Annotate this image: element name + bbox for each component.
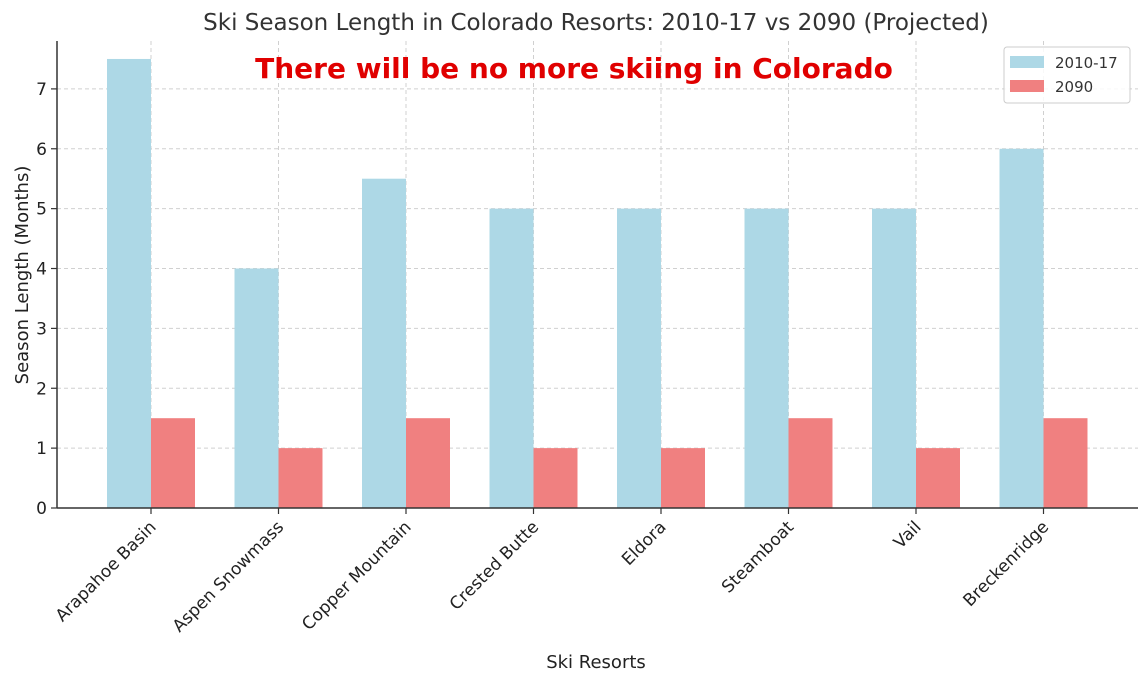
x-tick-label: Crested Butte	[446, 517, 543, 614]
axes	[51, 41, 1138, 514]
y-axis-label: Season Length (Months)	[12, 166, 33, 385]
legend-label: 2010-17	[1055, 54, 1118, 72]
x-axis-label: Ski Resorts	[546, 652, 646, 673]
y-tick-label: 5	[36, 200, 47, 220]
legend: 2010-17 2090	[1003, 46, 1131, 104]
legend-swatch	[1010, 80, 1044, 92]
bar-2090-vail	[916, 448, 960, 508]
grid-lines	[57, 41, 1138, 508]
x-tick-labels: Arapahoe Basin Aspen Snowmass Copper Mount…	[52, 517, 1053, 636]
x-tick-label: Breckenridge	[959, 517, 1053, 611]
y-tick-label: 3	[36, 319, 47, 339]
x-tick-label: Arapahoe Basin	[52, 517, 161, 626]
bar-2090-breckenridge	[1043, 418, 1088, 508]
x-tick-label: Vail	[890, 517, 925, 552]
legend-label: 2090	[1055, 78, 1093, 96]
y-tick-label: 1	[36, 439, 47, 459]
x-tick-label: Aspen Snowmass	[169, 517, 288, 636]
bar-2010-17-breckenridge	[999, 148, 1044, 508]
bar-2090-copper-mountain	[406, 418, 450, 508]
bar-2090-eldora	[661, 448, 705, 508]
bars	[107, 58, 1088, 508]
bar-2010-17-eldora	[617, 208, 661, 508]
bar-2010-17-steamboat	[744, 208, 789, 508]
bar-2010-17-vail	[872, 208, 916, 508]
chart-title: Ski Season Length in Colorado Resorts: 2…	[203, 10, 989, 36]
x-tick-label: Copper Mountain	[298, 517, 415, 634]
x-tick-label: Eldora	[618, 517, 670, 569]
y-tick-label: 0	[36, 499, 47, 519]
bar-2010-17-aspen-snowmass	[234, 268, 279, 508]
bar-2010-17-copper-mountain	[362, 178, 406, 508]
chart-annotation: There will be no more skiing in Colorado	[255, 52, 893, 85]
y-tick-labels: 0 1 2 3 4 5 6 7	[36, 80, 47, 519]
x-tick-label: Steamboat	[718, 517, 798, 597]
legend-swatch	[1010, 56, 1044, 68]
bar-2090-aspen-snowmass	[278, 448, 323, 508]
bar-2010-17-arapahoe-basin	[107, 58, 151, 508]
y-tick-label: 4	[36, 260, 47, 280]
bar-2090-crested-butte	[533, 448, 578, 508]
y-tick-label: 7	[36, 80, 47, 100]
bar-2090-steamboat	[788, 418, 833, 508]
y-tick-label: 2	[36, 379, 47, 399]
bar-2090-arapahoe-basin	[151, 418, 195, 508]
bar-2010-17-crested-butte	[489, 208, 534, 508]
y-tick-label: 6	[36, 140, 47, 160]
